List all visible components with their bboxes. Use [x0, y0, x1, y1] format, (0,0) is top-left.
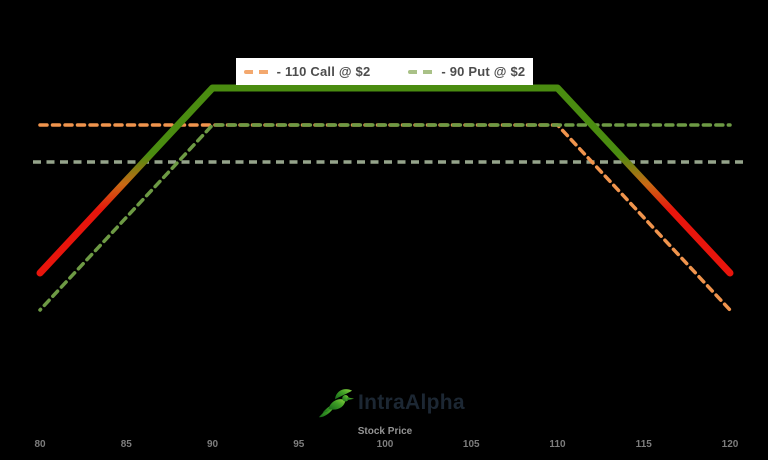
x-tick-label: 110 [549, 439, 566, 450]
put-leg-swatch-icon [408, 69, 435, 74]
x-tick-label: 80 [34, 439, 46, 450]
x-axis-title: Stock Price [357, 426, 413, 437]
legend-label-call: - 110 Call @ $2 [276, 64, 371, 79]
x-tick-label: 85 [120, 439, 132, 450]
legend-label-put: - 90 Put @ $2 [441, 64, 526, 79]
x-tick-label: 105 [462, 439, 480, 450]
brand-logo: IntraAlpha [316, 384, 465, 422]
x-tick-label: 100 [376, 439, 394, 450]
hummingbird-icon [318, 389, 354, 418]
legend-item-call: - 110 Call @ $2 [243, 64, 371, 79]
brand-name: IntraAlpha [358, 391, 465, 414]
call-leg-swatch-icon [243, 69, 270, 74]
put-leg-line [38, 123, 732, 312]
x-tick-label: 95 [293, 439, 305, 450]
x-tick-label: 115 [635, 439, 652, 450]
legend-item-put: - 90 Put @ $2 [408, 64, 525, 79]
combined-payoff-line [36, 84, 734, 277]
call-leg-line [38, 123, 732, 312]
chart-legend: - 110 Call @ $2 - 90 Put @ $2 [236, 58, 533, 85]
x-tick-label: 90 [206, 439, 219, 450]
x-tick-label: 120 [721, 439, 739, 450]
